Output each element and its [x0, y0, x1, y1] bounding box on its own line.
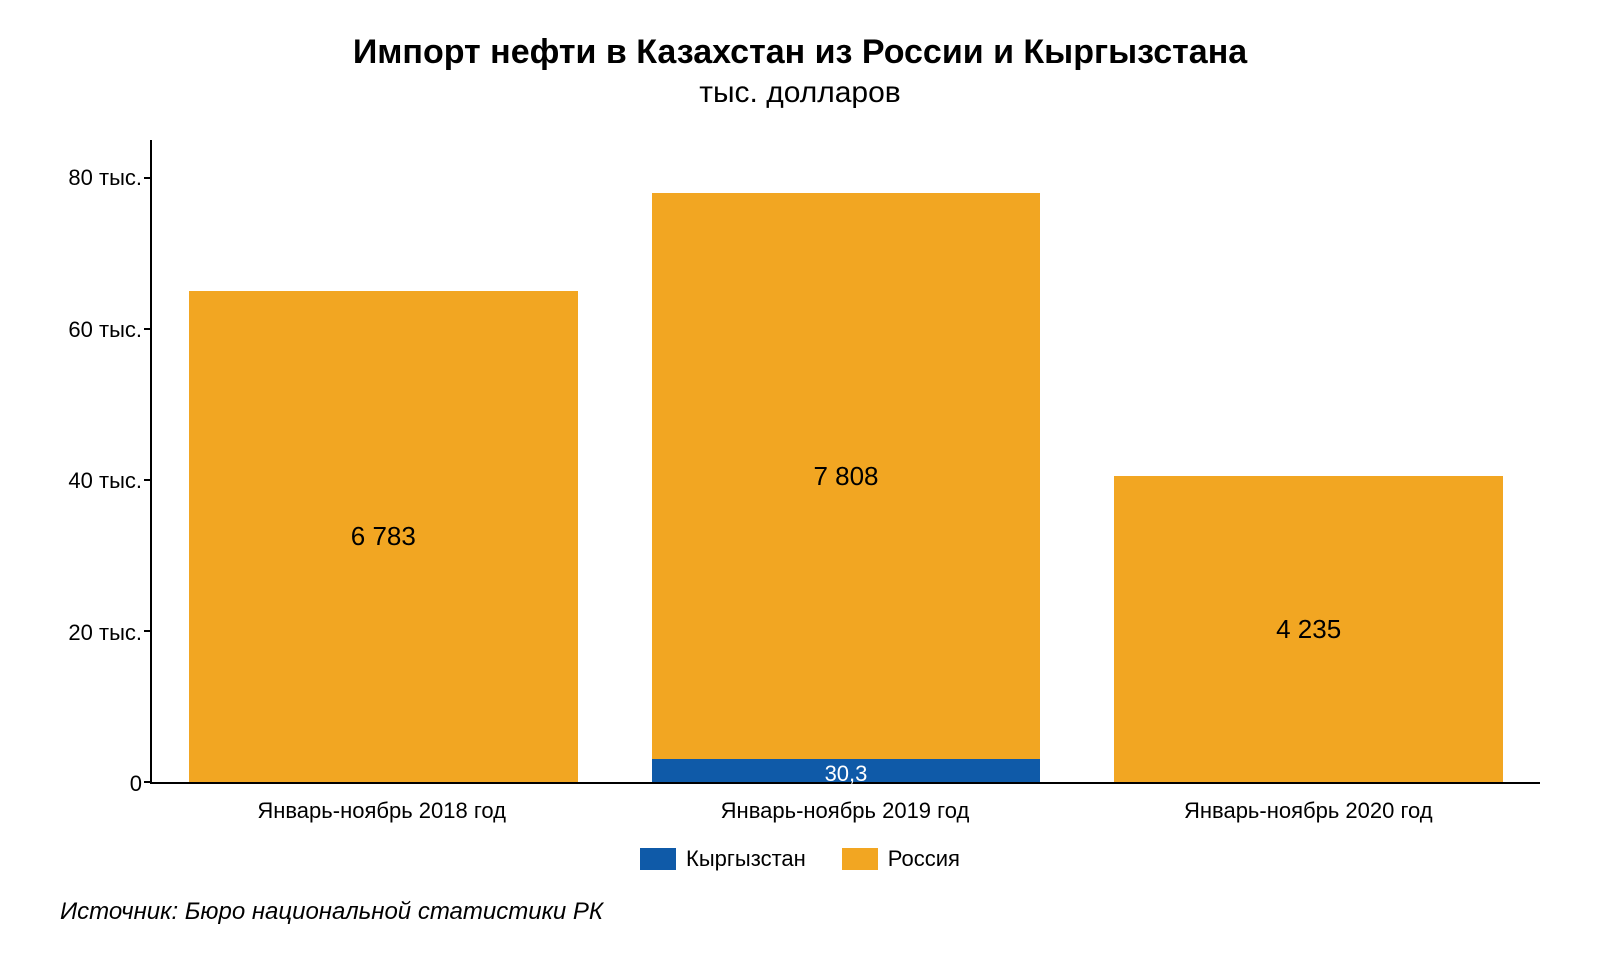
bar-group: 6 783 — [189, 140, 578, 782]
x-axis-label: Январь-ноябрь 2018 год — [187, 798, 576, 824]
legend-label: Россия — [888, 846, 960, 872]
bar-group: 7 808 30,3 — [652, 140, 1041, 782]
y-tick-label: 80 тыс. — [68, 165, 142, 191]
plot: 6 783 7 808 30,3 4 235 — [150, 140, 1540, 784]
bar-segment-kyrgyzstan: 30,3 — [652, 759, 1041, 782]
y-tick-mark — [144, 177, 152, 179]
legend: Кыргызстан Россия — [60, 846, 1540, 872]
y-tick-mark — [144, 781, 152, 783]
legend-item: Россия — [842, 846, 960, 872]
bar-value-label: 7 808 — [813, 461, 878, 492]
bar-value-label: 30,3 — [825, 761, 868, 787]
bar-segment-russia: 7 808 — [652, 193, 1041, 759]
title-block: Импорт нефти в Казахстан из России и Кыр… — [60, 30, 1540, 110]
y-tick-label: 0 — [130, 771, 142, 797]
bar-segment-russia: 4 235 — [1114, 476, 1503, 782]
y-tick-label: 40 тыс. — [68, 468, 142, 494]
legend-swatch — [842, 848, 878, 870]
x-axis-label: Январь-ноябрь 2020 год — [1114, 798, 1503, 824]
bar-value-label: 6 783 — [351, 521, 416, 552]
legend-swatch — [640, 848, 676, 870]
y-axis: 020 тыс.40 тыс.60 тыс.80 тыс. — [60, 140, 150, 784]
legend-label: Кыргызстан — [686, 846, 806, 872]
plot-area: 020 тыс.40 тыс.60 тыс.80 тыс. 6 7837 808… — [60, 140, 1540, 784]
x-axis-label: Январь-ноябрь 2019 год — [650, 798, 1039, 824]
bar-value-label: 4 235 — [1276, 614, 1341, 645]
y-tick-mark — [144, 479, 152, 481]
y-tick-label: 60 тыс. — [68, 317, 142, 343]
chart-container: Импорт нефти в Казахстан из России и Кыр… — [60, 30, 1540, 926]
bar-group: 4 235 — [1114, 140, 1503, 782]
legend-item: Кыргызстан — [640, 846, 806, 872]
bar-segment-russia: 6 783 — [189, 291, 578, 782]
y-tick-mark — [144, 328, 152, 330]
chart-title: Импорт нефти в Казахстан из России и Кыр… — [60, 30, 1540, 74]
chart-subtitle: тыс. долларов — [60, 76, 1540, 110]
y-tick-mark — [144, 630, 152, 632]
x-axis-labels: Январь-ноябрь 2018 год Январь-ноябрь 2019… — [150, 798, 1540, 824]
y-tick-label: 20 тыс. — [68, 620, 142, 646]
bars-row: 6 783 7 808 30,3 4 235 — [152, 140, 1540, 782]
source-text: Источник: Бюро национальной статистики Р… — [60, 898, 1540, 926]
